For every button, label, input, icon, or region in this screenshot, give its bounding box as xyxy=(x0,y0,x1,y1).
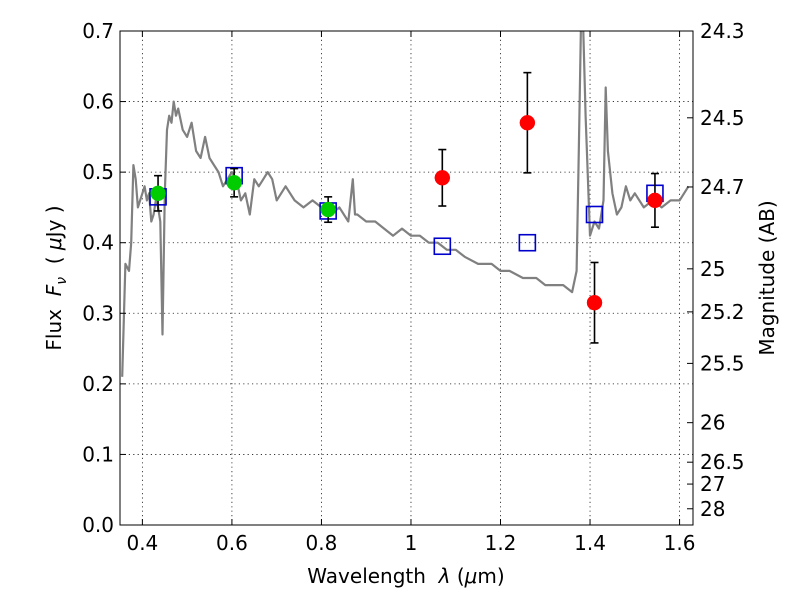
marker-layer xyxy=(149,71,664,344)
tick-layer: 0.4 0.6 0.8 1 1.2 1.4 1.6 0.0 0.1 0.2 0.3 0.4 0.5 0.6… xyxy=(82,19,744,555)
y2-axis-label: Magnitude (AB) xyxy=(755,200,779,355)
model-square-marker xyxy=(585,205,604,224)
mag-tick-label: 25.2 xyxy=(700,300,745,324)
mag-tick-label: 25.5 xyxy=(700,351,745,375)
y-tick-label: 0.5 xyxy=(82,160,114,184)
y-tick-label: 0.2 xyxy=(82,372,114,396)
y-tick-label: 0.3 xyxy=(82,301,114,325)
mag-tick-label: 24.3 xyxy=(700,19,745,43)
model-square-marker xyxy=(518,233,537,252)
x-axis-label: Wavelength λ (μm) xyxy=(307,564,504,588)
x-tick-label: 1 xyxy=(405,531,418,555)
observed-point-marker xyxy=(150,185,166,202)
y-tick-label: 0.7 xyxy=(82,19,114,43)
y-axis-label: Flux Fν ( μJy ) xyxy=(42,205,70,350)
mag-tick-label: 28 xyxy=(700,497,725,521)
y-tick-label: 0.0 xyxy=(82,513,114,537)
mag-tick-label: 24.7 xyxy=(700,175,745,199)
mag-tick-label: 26 xyxy=(700,411,725,435)
mag-tick-label: 24.5 xyxy=(700,106,745,130)
y-tick-label: 0.6 xyxy=(82,90,114,114)
x-tick-label: 0.4 xyxy=(126,531,158,555)
model-square-marker xyxy=(433,237,452,256)
observed-point-marker xyxy=(519,114,536,131)
x-tick-label: 1.4 xyxy=(574,531,606,555)
observed-point-marker xyxy=(226,174,242,191)
observed-point-marker xyxy=(586,294,603,311)
x-tick-label: 1.6 xyxy=(664,531,696,555)
y-tick-label: 0.4 xyxy=(82,231,114,255)
mag-tick-label: 26.5 xyxy=(700,450,745,474)
observed-point-marker xyxy=(434,170,451,186)
grid-layer xyxy=(120,31,693,525)
x-tick-label: 0.8 xyxy=(306,531,338,555)
mag-tick-label: 25 xyxy=(700,257,725,281)
observed-point-marker xyxy=(320,201,336,218)
y-tick-label: 0.1 xyxy=(82,442,114,466)
x-tick-label: 1.2 xyxy=(485,531,517,555)
mag-tick-label: 27 xyxy=(700,472,725,496)
x-tick-label: 0.6 xyxy=(216,531,248,555)
plot-frame xyxy=(119,30,694,526)
observed-point-marker xyxy=(647,192,663,209)
